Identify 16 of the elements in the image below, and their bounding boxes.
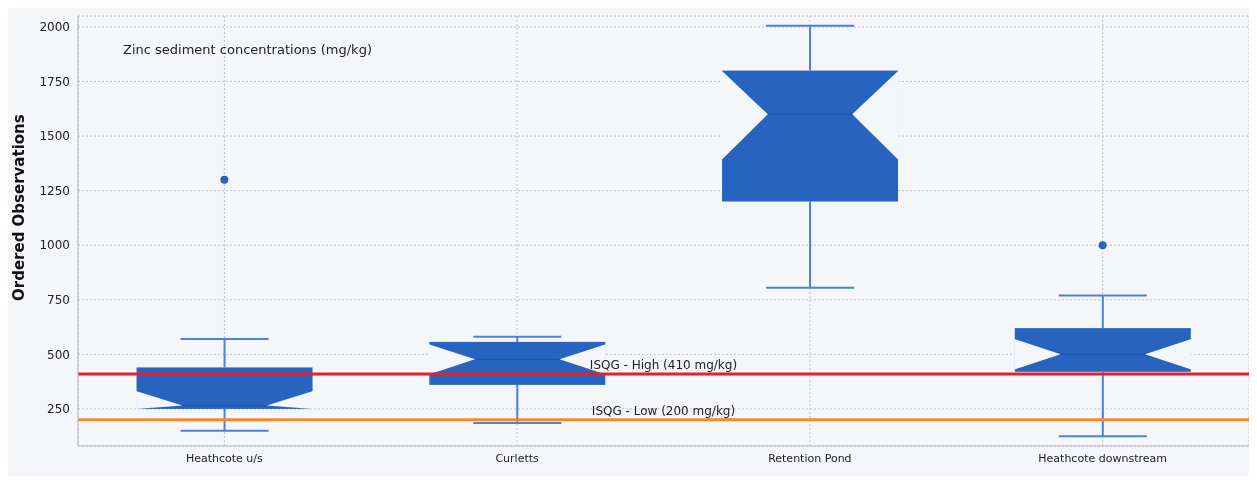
x-tick-label: Heathcote u/s	[185, 451, 264, 465]
y-tick-label: 500	[47, 347, 70, 362]
ref-line-label: ISQG - High (410 mg/kg)	[589, 358, 738, 373]
y-tick-label: 1500	[39, 129, 70, 144]
y-tick-label: 1250	[39, 183, 70, 198]
y-tick-label: 2000	[39, 20, 70, 35]
y-tick-label: 1000	[39, 238, 70, 253]
y-tick-label: 750	[47, 293, 70, 308]
x-tick-label: Retention Pond	[768, 451, 852, 465]
x-tick-label: Curletts	[495, 451, 540, 465]
y-tick-label: 1750	[39, 74, 70, 89]
y-axis-title: Ordered Observations	[10, 114, 29, 301]
ref-line-label: ISQG - Low (200 mg/kg)	[591, 404, 736, 419]
text: Zinc sediment concentrations (mg/kg)	[123, 42, 372, 57]
y-tick-label: 250	[47, 402, 70, 417]
x-tick-label: Heathcote downstream	[1038, 451, 1167, 465]
